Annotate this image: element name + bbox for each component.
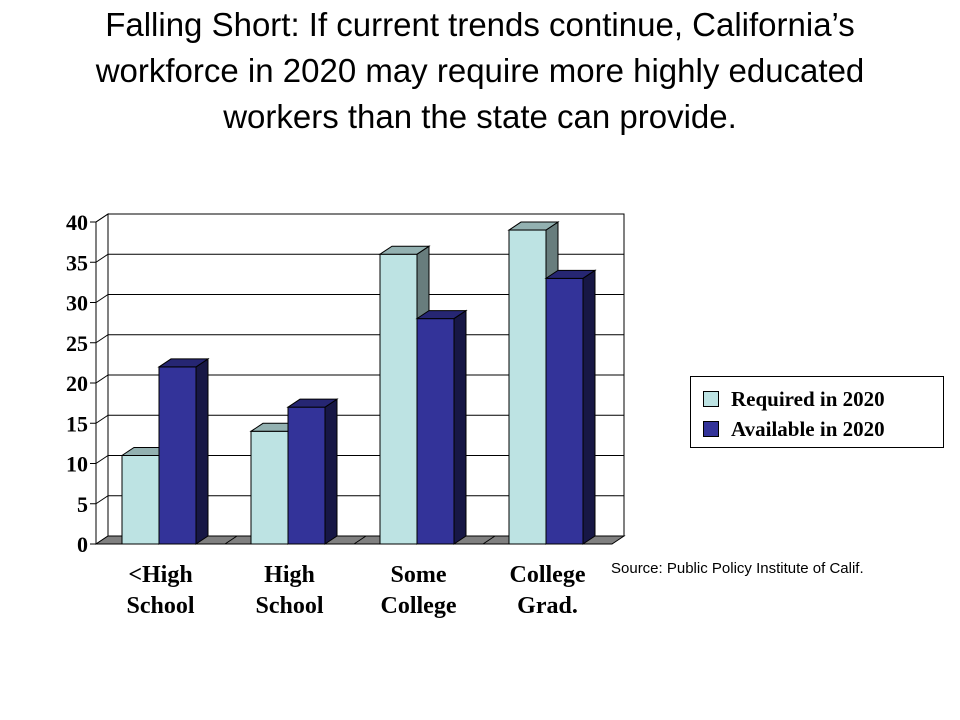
x-tick-label: School xyxy=(255,593,323,619)
legend-item-required: Required in 2020 xyxy=(703,385,885,413)
x-tick-label: School xyxy=(126,593,194,619)
bar-front xyxy=(379,253,418,545)
x-tick-label: Grad. xyxy=(517,593,578,619)
x-tick-label: College xyxy=(381,593,457,619)
bar-available-0 xyxy=(157,357,210,545)
bar-front xyxy=(508,229,547,545)
gridline-side xyxy=(95,414,109,424)
legend-label-required: Required in 2020 xyxy=(731,386,885,411)
y-axis: 0 5 10 15 20 25 30 35 40 xyxy=(66,210,97,557)
bar-front xyxy=(287,406,326,545)
floor-divider xyxy=(482,535,496,545)
bar-front xyxy=(545,277,584,545)
bar-front xyxy=(416,318,455,545)
legend: Required in 2020 Available in 2020 xyxy=(690,376,944,448)
page-title: Falling Short: If current trends continu… xyxy=(95,6,865,135)
bars xyxy=(120,221,597,545)
bar-top xyxy=(544,269,597,279)
y-tick-label: 10 xyxy=(66,452,88,477)
y-tick-label: 30 xyxy=(66,291,88,316)
x-tick-label: College xyxy=(510,562,586,588)
legend-label-available: Available in 2020 xyxy=(731,416,885,441)
legend-item-available: Available in 2020 xyxy=(703,415,885,443)
floor-divider xyxy=(224,535,238,545)
gridline-side xyxy=(95,213,109,223)
gridline-side xyxy=(95,455,109,464)
y-tick-label: 15 xyxy=(66,411,88,436)
floor-divider xyxy=(353,535,367,545)
x-tick-label: <High xyxy=(128,562,192,588)
bar-available-1 xyxy=(286,398,339,545)
x-axis-labels: <High School High School Some College College G… xyxy=(126,562,585,619)
y-tick-label: 0 xyxy=(77,532,88,557)
x-tick-label: Some xyxy=(391,562,447,588)
y-tick-label: 40 xyxy=(66,210,88,235)
legend-swatch-available xyxy=(703,421,719,437)
bar-top xyxy=(415,310,468,320)
gridline-side xyxy=(95,253,109,263)
bar-side xyxy=(324,398,338,545)
y-tick-label: 35 xyxy=(66,250,88,275)
y-tick-label: 5 xyxy=(77,492,88,517)
bar-top xyxy=(157,358,210,368)
y-tick-label: 20 xyxy=(66,371,88,396)
x-tick-label: High xyxy=(264,562,315,588)
bar-front xyxy=(121,454,160,545)
gridline-side xyxy=(95,374,109,384)
bar-front xyxy=(250,430,289,545)
y-tick-label: 25 xyxy=(66,331,88,356)
source-note: Source: Public Policy Institute of Calif… xyxy=(611,560,864,577)
gridline-side xyxy=(95,294,109,303)
bar-available-2 xyxy=(415,309,468,545)
gridlines xyxy=(94,213,626,545)
bar-available-3 xyxy=(544,269,597,545)
legend-swatch-required xyxy=(703,391,719,407)
gridline-side xyxy=(95,495,109,505)
bar-side xyxy=(453,309,467,545)
gridline-side xyxy=(95,334,109,344)
bar-top xyxy=(507,221,560,231)
bar-side xyxy=(195,357,209,545)
bar-top xyxy=(286,398,339,408)
bar-top xyxy=(378,245,431,255)
bar-front xyxy=(158,366,197,545)
bar-side xyxy=(582,269,596,545)
